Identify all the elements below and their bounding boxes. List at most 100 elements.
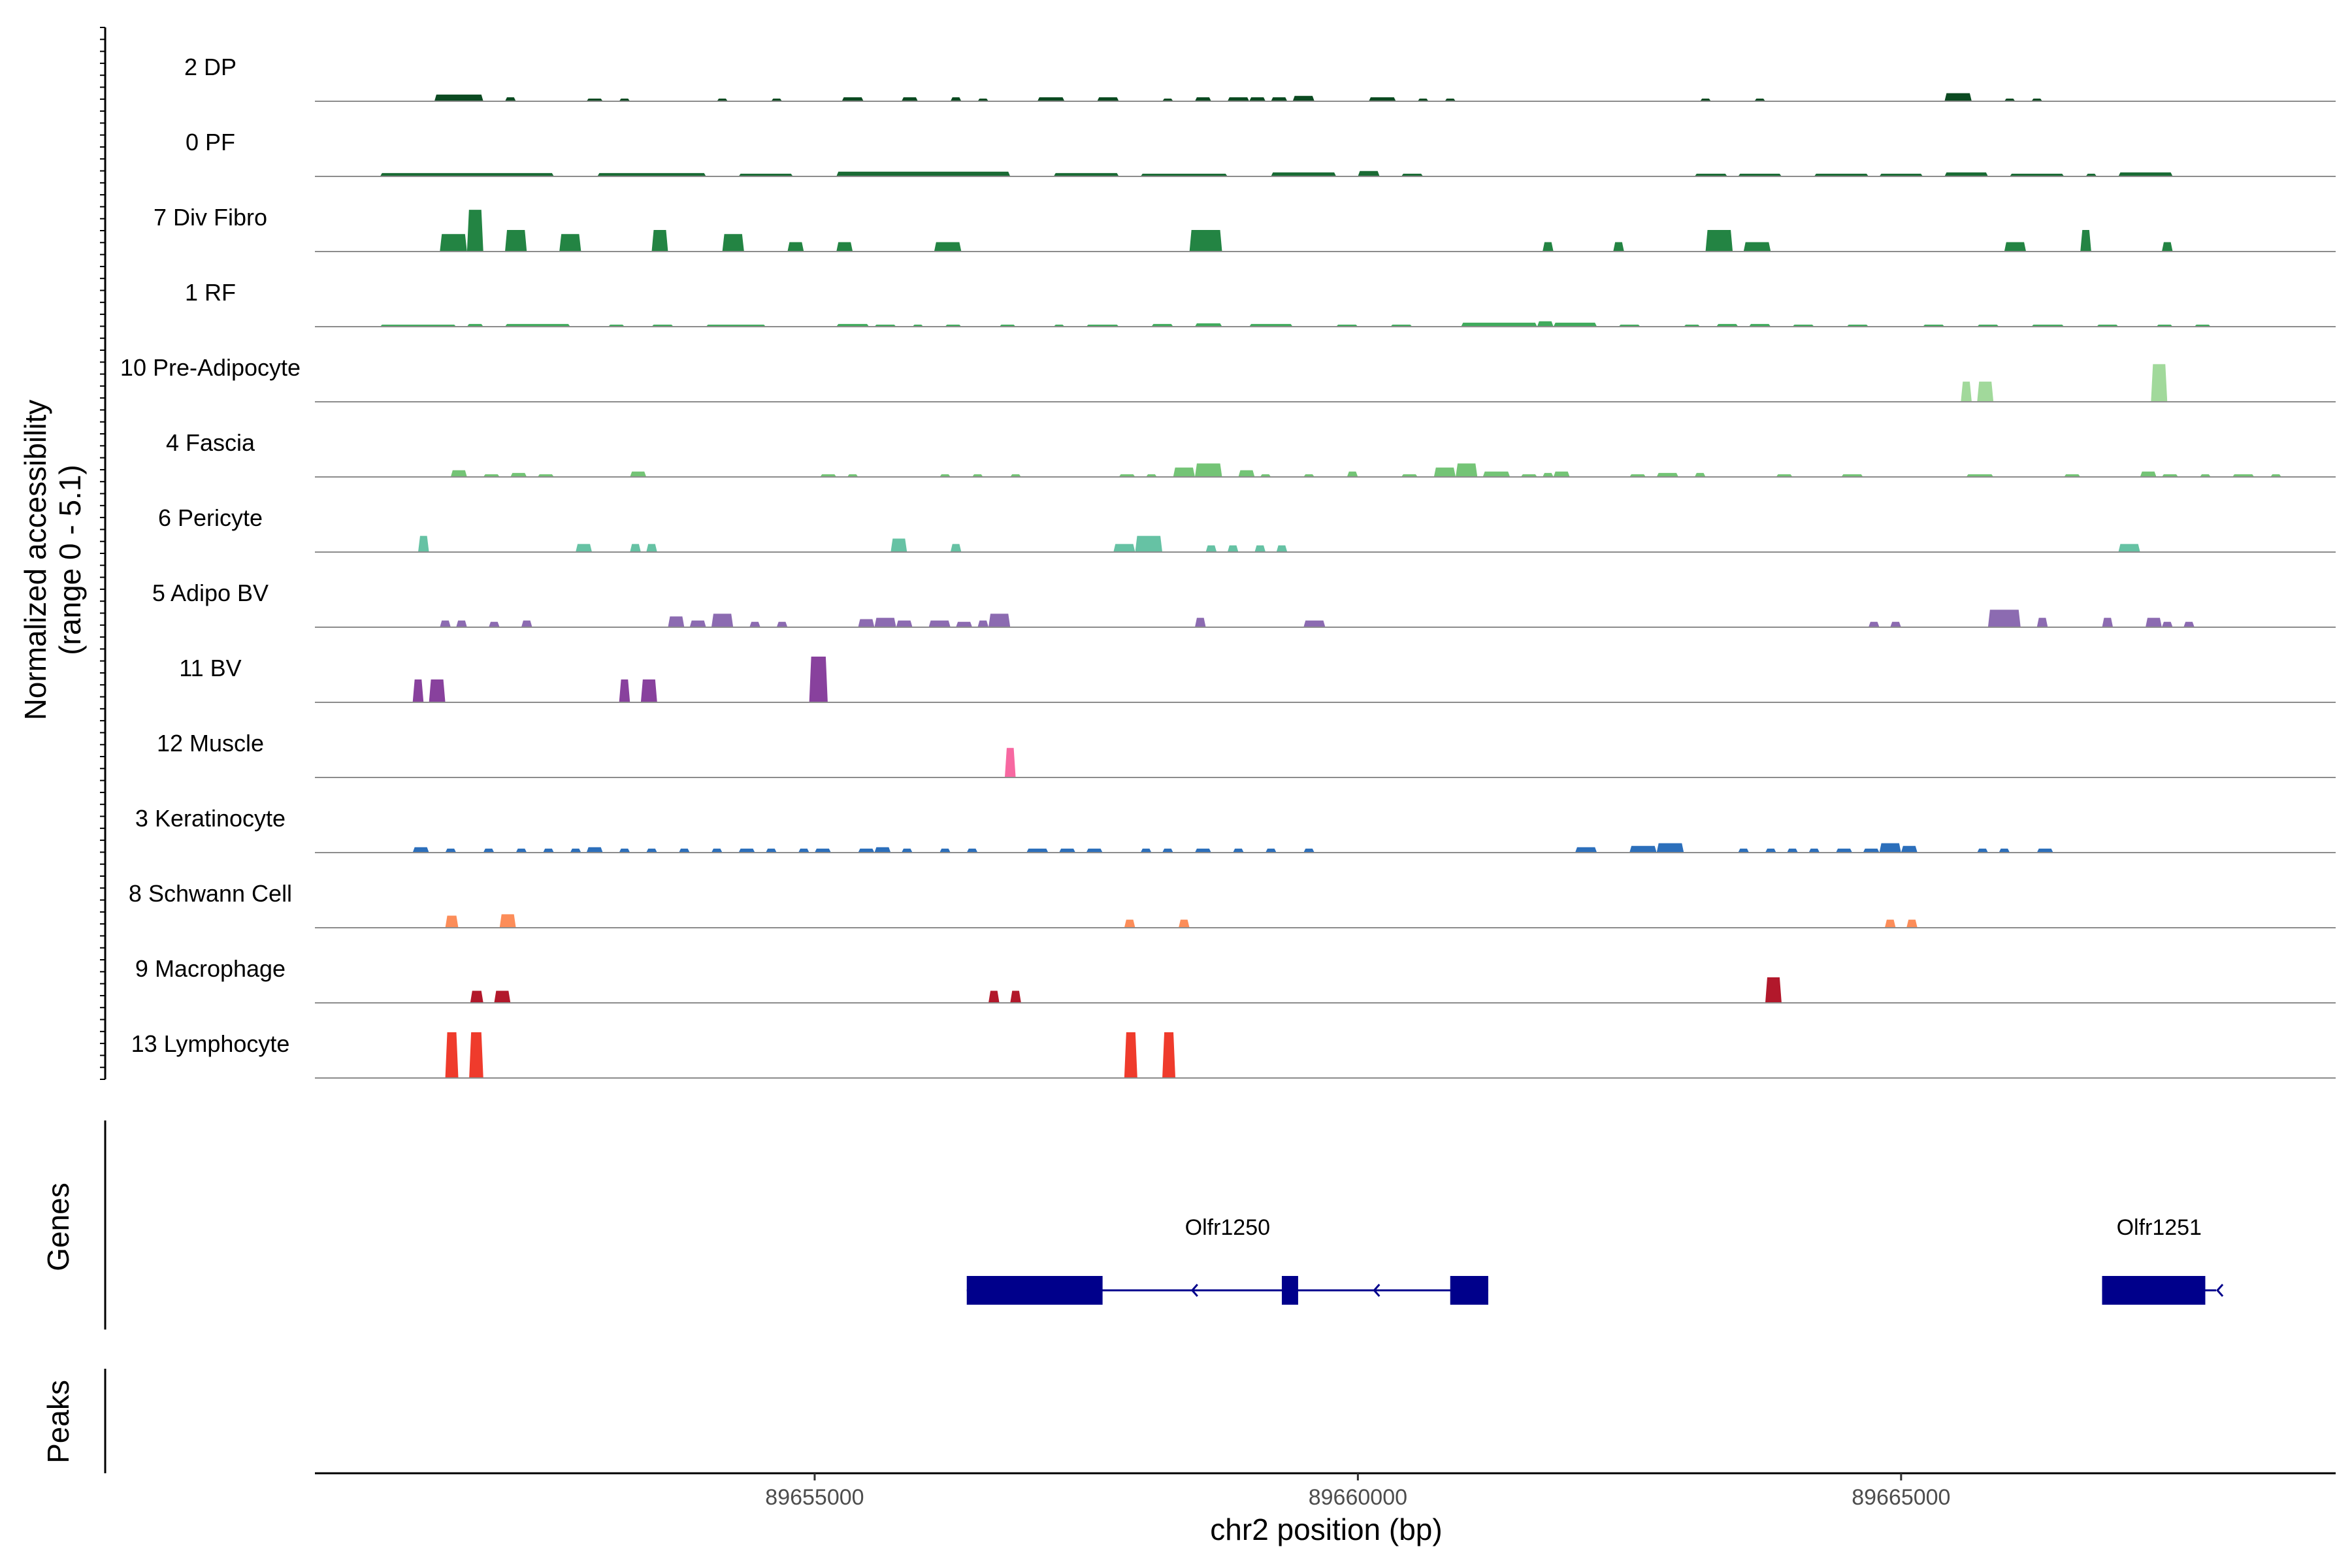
peak-8 [901,97,918,101]
peak-21 [1026,848,1049,853]
peak-21 [1553,322,1597,327]
peak-11 [1543,242,1554,252]
peak-25 [2161,621,2173,627]
peak-3 [510,472,527,477]
peak-20 [1537,321,1554,327]
track-5: 10 Pre-Adipocyte [120,354,2336,402]
peak-13 [766,848,777,853]
peak-22 [2036,617,2048,627]
peak-10 [679,848,690,853]
peak-18 [1347,471,1358,477]
peak-34 [1765,848,1776,853]
peak-1 [450,470,467,477]
peak-5 [717,98,728,101]
peak-14 [1944,172,1988,176]
peak-19 [1461,322,1537,327]
left-axis [100,27,106,1473]
peak-15 [2010,173,2065,176]
peak-13 [928,620,951,627]
peak-3 [505,230,527,252]
peak-2 [597,172,706,176]
peak-5 [890,538,907,552]
peak-19 [1868,621,1880,627]
peak-5 [651,230,668,252]
gene-exon [2102,1276,2206,1305]
genes-panel-title: Genes [41,1183,75,1271]
peak-6 [689,620,706,627]
peak-1 [440,234,467,252]
peak-40 [1901,845,1918,853]
peak-12 [738,848,755,853]
peak-3 [619,679,630,702]
peak-12 [1276,545,1288,552]
x-axis: 89655000 89660000 89665000 [315,1472,2336,1510]
peak-30 [1575,847,1597,853]
peak-20 [1890,621,1901,627]
peak-18 [1292,95,1315,101]
peak-1 [434,94,483,101]
peak-15 [2004,242,2027,252]
peak-3 [1124,1032,1137,1078]
peak-8 [939,474,951,477]
peak-33 [1738,848,1750,853]
peak-13 [2118,544,2140,552]
peak-25 [1553,471,1570,477]
peak-24 [1140,848,1152,853]
coverage-tracks: 2 DP 0 PF 7 Div Fibro 1 RF 10 Pre-Adipocyte 4… [120,54,2336,1079]
peak-16 [858,848,875,853]
track-label: 4 Fascia [166,429,255,456]
peak-2 [1977,382,1994,402]
peak-14 [956,621,973,627]
peak-5 [630,471,647,477]
peak-5 [668,616,685,627]
peak-20 [1433,467,1456,477]
peak-2 [499,914,516,928]
peak-15 [1238,470,1255,477]
peak-5 [1884,919,1896,928]
peak-17 [1194,617,1206,627]
genes-track: Olfr1250 Olfr1251 [104,1120,2224,1330]
peak-11 [1254,545,1266,552]
peak-1 [445,1032,459,1078]
peak-26 [1629,474,1646,477]
peak-4 [559,234,581,252]
peak-31 [1629,845,1657,853]
peak-4 [646,544,657,552]
peak-19 [1401,474,1418,477]
peak-1 [470,990,483,1003]
peak-16 [2080,230,2091,252]
peak-7 [1271,172,1337,176]
peak-21 [1445,98,1456,101]
peak-6 [820,474,837,477]
peak-2 [466,323,483,327]
peak-2 [466,210,483,252]
peak-14 [1194,463,1222,477]
peaks-panel-title: Peaks [41,1380,75,1463]
peak-7 [836,323,870,327]
peak-32 [2064,474,2081,477]
peak-12 [1613,242,1624,252]
track-10: 12 Muscle [157,730,2336,778]
peak-2 [469,1032,483,1078]
peak-6 [722,234,744,252]
peak-41 [1977,848,1988,853]
peak-21 [1456,463,1478,477]
peak-24 [1944,93,1972,101]
track-label: 5 Adipo BV [152,580,269,606]
peak-4 [1162,1032,1176,1078]
peak-7 [711,613,734,627]
track-label: 13 Lymphocyte [131,1030,290,1057]
track-8: 5 Adipo BV [152,580,2336,628]
peak-15 [1227,97,1250,101]
track-label: 11 BV [179,655,241,681]
peak-1 [380,172,554,176]
peak-1 [445,915,459,928]
peak-1 [412,847,429,853]
peak-34 [2161,474,2178,477]
peak-16 [1260,474,1271,477]
peak-13 [1162,98,1173,101]
peak-2 [505,97,516,101]
peak-2 [483,474,500,477]
peak-15 [1194,323,1222,327]
peak-23 [1754,98,1765,101]
